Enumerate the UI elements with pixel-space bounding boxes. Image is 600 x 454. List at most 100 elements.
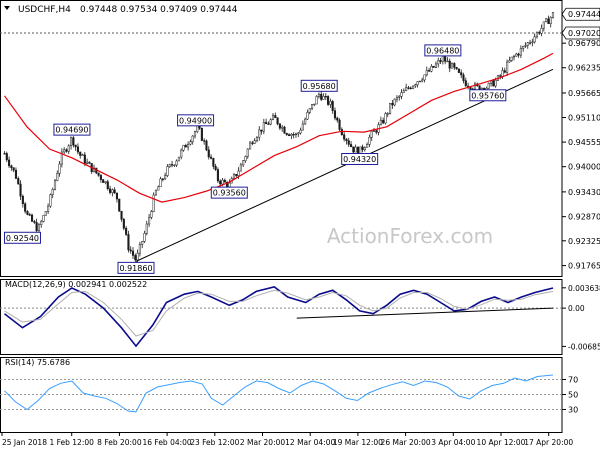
candle bbox=[150, 210, 153, 220]
time-tick-label: 3 Apr 04:00 bbox=[431, 438, 475, 447]
price-axis: 0.96790 0.96235 0.95665 0.95110 0.94555 0.940… bbox=[562, 39, 600, 271]
candle bbox=[12, 167, 15, 173]
svg-text:0.94320: 0.94320 bbox=[343, 155, 376, 164]
moving-average bbox=[4, 52, 554, 203]
candle bbox=[386, 112, 389, 118]
candle bbox=[414, 83, 417, 88]
candle bbox=[320, 91, 323, 102]
ma-line bbox=[4, 52, 554, 203]
candle bbox=[180, 148, 183, 160]
candle bbox=[127, 230, 130, 253]
candle bbox=[35, 218, 38, 232]
candle bbox=[157, 185, 160, 191]
candle bbox=[531, 38, 534, 47]
price-annotation: 0.96480 bbox=[424, 44, 462, 57]
time-tick-label: 8 Feb 20:00 bbox=[97, 438, 142, 447]
candle bbox=[423, 74, 426, 83]
candle bbox=[24, 202, 27, 214]
candle bbox=[547, 15, 550, 24]
candle bbox=[405, 83, 408, 92]
candle bbox=[33, 219, 36, 224]
candle bbox=[455, 66, 458, 70]
support-trendline bbox=[135, 68, 554, 262]
candles bbox=[3, 11, 555, 263]
candle bbox=[97, 172, 100, 177]
candle bbox=[47, 203, 50, 214]
price-tick-label: 0.96790 bbox=[568, 39, 600, 48]
candle bbox=[5, 151, 8, 162]
svg-text:0.97444: 0.97444 bbox=[568, 10, 600, 19]
candle bbox=[235, 174, 238, 178]
candle bbox=[81, 153, 84, 156]
candle bbox=[19, 180, 22, 201]
candle bbox=[487, 82, 490, 89]
candle bbox=[42, 214, 45, 223]
candle bbox=[28, 212, 31, 216]
candle bbox=[193, 130, 197, 139]
candle bbox=[239, 162, 242, 172]
rsi-title: RSI(14) 75.6786 bbox=[5, 358, 70, 367]
candle bbox=[363, 146, 366, 152]
candle bbox=[283, 125, 286, 134]
candle bbox=[214, 163, 217, 171]
price-tick-label: 0.92325 bbox=[568, 237, 600, 246]
candle bbox=[265, 118, 268, 125]
candle bbox=[278, 122, 281, 131]
candle bbox=[79, 151, 82, 159]
rsi-tick-label: 50 bbox=[568, 391, 578, 400]
ohlc-values: 0.97448 0.97534 0.97409 0.97444 bbox=[80, 5, 238, 15]
candle bbox=[522, 45, 525, 52]
svg-text:0.95680: 0.95680 bbox=[303, 82, 336, 91]
candle bbox=[104, 181, 107, 185]
candle bbox=[255, 136, 258, 143]
candle bbox=[524, 42, 527, 48]
macd-line bbox=[4, 286, 554, 348]
candle bbox=[76, 143, 79, 155]
time-tick-label: 23 Feb 12:00 bbox=[190, 438, 239, 447]
candle bbox=[297, 131, 300, 138]
candle bbox=[551, 11, 555, 19]
time-tick-label: 25 Jan 2018 bbox=[2, 438, 47, 447]
candle bbox=[460, 69, 463, 79]
candle bbox=[249, 140, 252, 150]
candle bbox=[439, 57, 442, 64]
candle bbox=[170, 160, 174, 168]
price-tick-label: 0.94000 bbox=[568, 163, 600, 172]
candle bbox=[515, 52, 518, 57]
candle bbox=[253, 138, 256, 144]
time-tick-label: 26 Mar 20:00 bbox=[381, 438, 431, 447]
candle bbox=[384, 112, 387, 125]
candle bbox=[113, 187, 116, 195]
candle bbox=[510, 56, 513, 62]
candle bbox=[40, 219, 43, 228]
candle bbox=[349, 141, 353, 148]
candle bbox=[136, 249, 139, 263]
candle bbox=[65, 148, 68, 153]
candle bbox=[375, 129, 378, 135]
candle bbox=[398, 95, 401, 101]
candle bbox=[189, 139, 192, 146]
candle bbox=[209, 154, 213, 160]
candle bbox=[343, 130, 346, 142]
svg-text:0.97020: 0.97020 bbox=[568, 29, 600, 38]
time-tick-label: 10 Apr 12:00 bbox=[477, 438, 526, 447]
price-annotation: 0.92540 bbox=[3, 231, 41, 244]
candle bbox=[106, 179, 109, 191]
candle bbox=[70, 136, 73, 150]
candle bbox=[395, 95, 398, 103]
candle bbox=[173, 164, 176, 167]
candle bbox=[462, 72, 465, 84]
candle bbox=[95, 167, 98, 175]
price-annotation: 0.95760 bbox=[469, 89, 507, 102]
candle bbox=[74, 144, 77, 151]
candle bbox=[122, 217, 125, 231]
candle bbox=[402, 88, 405, 93]
candle bbox=[207, 146, 210, 160]
price-tick-label: 0.94555 bbox=[568, 138, 600, 147]
candle bbox=[168, 163, 171, 168]
dropdown-icon[interactable] bbox=[4, 6, 10, 10]
candle bbox=[260, 129, 263, 135]
candle bbox=[138, 241, 141, 257]
candle bbox=[313, 103, 316, 107]
axis-price-box: 0.97020 bbox=[561, 26, 600, 40]
